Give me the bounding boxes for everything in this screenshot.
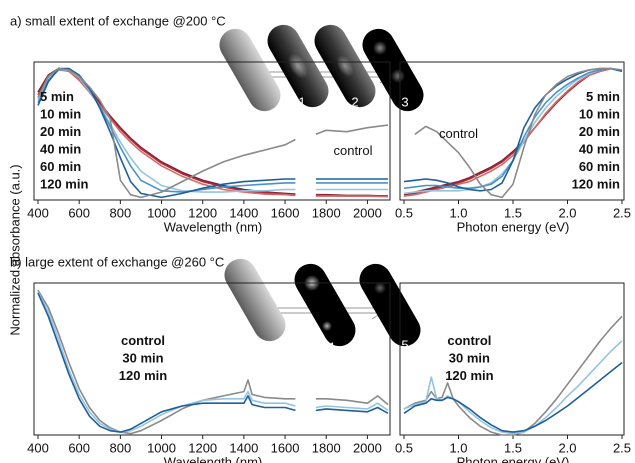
x-tick-label: 1.0: [449, 205, 467, 220]
rod-label: 2: [351, 94, 358, 109]
x-tick-label: 2.0: [558, 440, 576, 455]
legend-entry: 60 min: [40, 159, 81, 174]
x-tick-label: 1800: [312, 440, 341, 455]
x-tick-label: 1000: [147, 440, 176, 455]
x-tick-label: 800: [110, 440, 132, 455]
x-tick-label: 1200: [188, 205, 217, 220]
legend-entry: 20 min: [579, 124, 620, 139]
x-tick-label: 1000: [147, 205, 176, 220]
x-tick-label: 2.5: [613, 440, 631, 455]
legend-entry: 120 min: [40, 176, 88, 191]
rod-label: 5: [401, 337, 408, 352]
series-line: [404, 316, 622, 435]
legend-entry: 120 min: [119, 368, 167, 383]
x-tick-label: 2.0: [558, 205, 576, 220]
x-tick-label: 1800: [312, 205, 341, 220]
figure: a) small extent of exchange @200 °C b) l…: [0, 0, 635, 463]
legend-entry: 120 min: [445, 368, 493, 383]
legend-entry: 20 min: [40, 124, 81, 139]
x-axis-label: Wavelength (nm): [164, 219, 263, 234]
direct-label: control: [439, 126, 478, 141]
x-tick-label: 2.5: [613, 205, 631, 220]
series-line: [38, 69, 388, 198]
x-tick-label: 1400: [229, 440, 258, 455]
x-tick-label: 1.5: [504, 440, 522, 455]
x-tick-label: 1600: [271, 205, 300, 220]
legend-entry: 120 min: [572, 176, 620, 191]
rod-label: 1: [298, 94, 305, 109]
x-tick-label: 400: [27, 205, 49, 220]
rod-label: 4: [327, 339, 334, 354]
x-axis-label: Wavelength (nm): [164, 454, 263, 463]
rod-label: 3: [401, 94, 408, 109]
legend-entry: 40 min: [579, 141, 620, 156]
x-tick-label: 2000: [353, 205, 382, 220]
legend-entry: 5 min: [40, 89, 74, 104]
y-axis-label: Normalized absorbance (a.u.): [7, 164, 22, 335]
legend-entry: 30 min: [449, 350, 490, 365]
legend-entry: control: [121, 333, 165, 348]
x-tick-label: 1600: [271, 440, 300, 455]
x-tick-label: 0.5: [395, 440, 413, 455]
x-tick-label: 0.5: [395, 205, 413, 220]
x-tick-label: 600: [68, 440, 90, 455]
x-tick-label: 1.5: [504, 205, 522, 220]
plot-frame: [400, 283, 624, 435]
x-axis-label: Photon energy (eV): [457, 219, 570, 234]
legend-entry: 5 min: [586, 89, 620, 104]
legend-entry: 10 min: [40, 106, 81, 121]
legend-entry: control: [447, 333, 491, 348]
x-tick-label: 1.0: [449, 440, 467, 455]
x-tick-label: 1400: [229, 205, 258, 220]
legend-entry: 60 min: [579, 159, 620, 174]
panel-title: b) large extent of exchange @260 °C: [10, 254, 224, 269]
x-axis-label: Photon energy (eV): [457, 454, 570, 463]
illustration-b: 4 5: [219, 253, 427, 354]
x-tick-label: 800: [110, 205, 132, 220]
panel-title: a) small extent of exchange @200 °C: [10, 13, 226, 28]
legend-entry: 10 min: [579, 106, 620, 121]
x-tick-label: 600: [68, 205, 90, 220]
x-tick-label: 2000: [353, 440, 382, 455]
legend-entry: 40 min: [40, 141, 81, 156]
x-tick-label: 1200: [188, 440, 217, 455]
illustration-a: 1 2 3: [214, 19, 430, 117]
x-tick-label: 400: [27, 440, 49, 455]
direct-label: control: [333, 143, 372, 158]
legend-entry: 30 min: [122, 350, 163, 365]
